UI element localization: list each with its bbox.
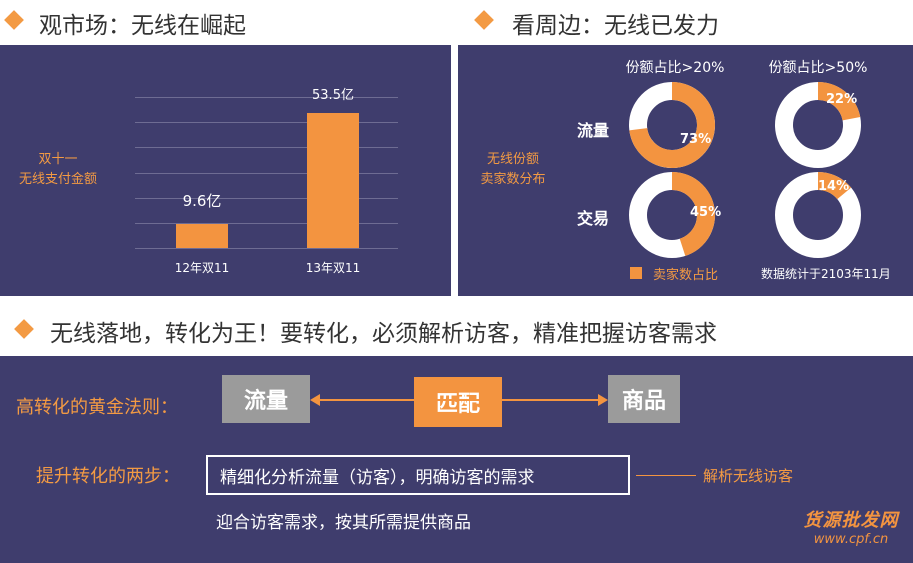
chart-side-label: 双十一 无线支付金额 — [0, 150, 116, 190]
step1-connector-line — [636, 475, 696, 476]
heading-diamond-icon — [474, 10, 494, 30]
category-label: 13年双11 — [305, 261, 361, 275]
chart-side-label-line2: 无线支付金额 — [18, 172, 97, 187]
donut-row-label: 交易 — [577, 209, 610, 228]
grid-line — [135, 248, 398, 249]
grid-line — [135, 197, 398, 199]
bar-value-label: 9.6亿 — [182, 192, 222, 210]
bar — [176, 223, 228, 248]
legend-swatch — [630, 267, 642, 279]
chart-side-label-line1: 双十一 — [38, 152, 78, 167]
donut-column-title: 份额占比>50% — [768, 60, 868, 76]
step1-text: 精细化分析流量（访客），明确访客的需求 — [220, 467, 535, 488]
donut-slice — [629, 82, 715, 168]
grid-line — [135, 122, 398, 124]
donut-slice — [817, 82, 861, 121]
donut-percent-label: 45% — [690, 205, 722, 220]
donut-chart-trade-50 — [775, 172, 861, 258]
section3-heading: 无线落地，转化为王！要转化，必须解析访客，精准把握访客需求 — [50, 321, 717, 347]
watermark-line1: 货源批发网 — [803, 510, 899, 531]
grid-line — [135, 147, 398, 149]
surroundings-panel: 无线份额 卖家数分布 份额占比>20% 份额占比>50% 流量 交易 73% 2… — [458, 45, 913, 296]
step2-text: 迎合访客需求，按其所需提供商品 — [216, 513, 471, 533]
bar-chart — [0, 45, 451, 296]
donut-column-title: 份额占比>20% — [625, 60, 725, 76]
watermark-logo: 货源批发网 www.cpf.cn — [792, 506, 910, 547]
watermark-line2: www.cpf.cn — [813, 532, 889, 547]
donut-chart-trade-20 — [629, 172, 715, 258]
heading-diamond-icon — [14, 319, 34, 339]
step1-box: 精细化分析流量（访客），明确访客的需求 — [206, 455, 630, 495]
donut-slice — [817, 172, 852, 200]
heading-diamond-icon — [4, 10, 24, 30]
section1-heading: 观市场：无线在崛起 — [39, 13, 246, 39]
double-arrow-icon — [310, 394, 608, 406]
conversion-panel: 高转化的黄金法则： 流量 匹配 商品 提升转化的两步： 精细化分析流量（访客），… — [0, 356, 913, 563]
donut-chart-traffic-50 — [775, 82, 861, 168]
grid-line — [135, 97, 398, 98]
bar-value-label: 53.5亿 — [312, 88, 354, 103]
grid-line — [135, 222, 398, 224]
bar — [307, 113, 359, 248]
donut-side-label: 无线份额 卖家数分布 — [463, 150, 563, 190]
golden-rule-label: 高转化的黄金法则： — [16, 397, 178, 418]
match-box: 匹配 — [414, 377, 502, 427]
donut-row-label: 流量 — [577, 121, 610, 140]
step1-note: 解析无线访客 — [703, 467, 794, 485]
donut-chart-traffic-20 — [629, 82, 715, 168]
legend-label: 卖家数占比 — [653, 268, 719, 283]
category-label: 12年双11 — [174, 261, 230, 275]
product-box: 商品 — [608, 375, 680, 423]
market-chart-panel: 双十一 无线支付金额 9.6亿 53.5亿 12年双11 13年双11 — [0, 45, 451, 296]
donut-slice — [671, 172, 715, 256]
grid-line — [135, 172, 398, 174]
donut-percent-label: 73% — [680, 132, 712, 147]
traffic-box: 流量 — [222, 375, 310, 423]
donut-percent-label: 22% — [826, 92, 858, 107]
donut-side-label-line1: 无线份额 — [486, 152, 539, 167]
donut-side-label-line2: 卖家数分布 — [480, 172, 546, 187]
footnote: 数据统计于2103年11月 — [761, 267, 891, 281]
donut-percent-label: 14% — [818, 179, 850, 194]
section2-heading: 看周边：无线已发力 — [512, 13, 719, 39]
two-steps-label: 提升转化的两步： — [36, 466, 180, 487]
